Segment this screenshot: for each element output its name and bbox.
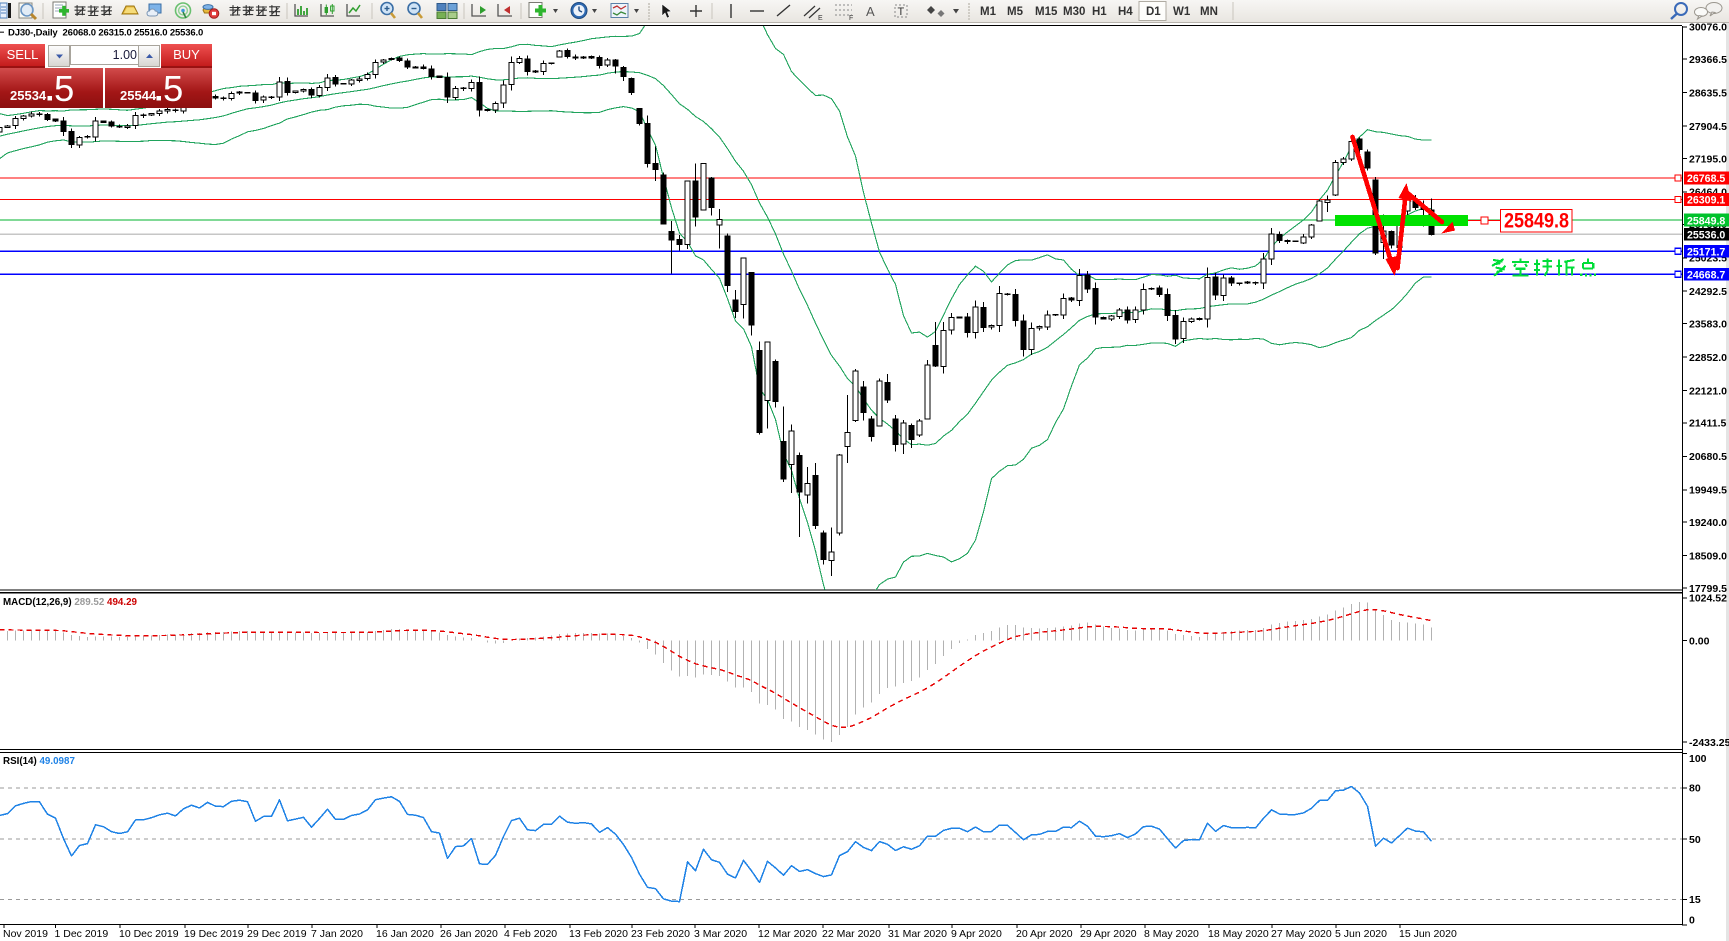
svg-text:13 Feb 2020: 13 Feb 2020	[569, 928, 628, 940]
svg-text:-2433.25: -2433.25	[1689, 737, 1729, 749]
svg-text:23 Feb 2020: 23 Feb 2020	[631, 928, 690, 940]
svg-text:26768.5: 26768.5	[1687, 173, 1725, 185]
svg-text:16 Jan 2020: 16 Jan 2020	[376, 928, 434, 940]
svg-text:M30: M30	[1063, 6, 1085, 18]
svg-text:MACD(12,26,9) 289.52 494.29: MACD(12,26,9) 289.52 494.29	[3, 597, 138, 608]
svg-text:1024.52: 1024.52	[1689, 593, 1727, 605]
svg-text:23583.0: 23583.0	[1689, 318, 1727, 330]
svg-text:12 Mar 2020: 12 Mar 2020	[758, 928, 817, 940]
svg-text:20 Apr 2020: 20 Apr 2020	[1016, 928, 1073, 940]
svg-text:22 Mar 2020: 22 Mar 2020	[822, 928, 881, 940]
svg-text:22121.0: 22121.0	[1689, 385, 1727, 397]
svg-text:21411.5: 21411.5	[1689, 418, 1727, 430]
svg-text:18 May 2020: 18 May 2020	[1208, 928, 1269, 940]
svg-text:0.00: 0.00	[1689, 635, 1710, 647]
svg-text:25544: 25544	[120, 88, 157, 103]
svg-text:27904.5: 27904.5	[1689, 121, 1727, 133]
svg-text:28635.5: 28635.5	[1689, 87, 1727, 99]
svg-text:17799.5: 17799.5	[1689, 583, 1727, 595]
svg-text:M1: M1	[980, 6, 997, 18]
svg-text:A: A	[866, 4, 875, 19]
svg-text:26309.1: 26309.1	[1687, 195, 1725, 207]
svg-text:1 Dec 2019: 1 Dec 2019	[55, 928, 109, 940]
svg-text:Nov 2019: Nov 2019	[3, 928, 48, 940]
svg-text:10 Dec 2019: 10 Dec 2019	[119, 928, 179, 940]
svg-text:25534: 25534	[10, 88, 47, 103]
svg-text:31 Mar 2020: 31 Mar 2020	[888, 928, 947, 940]
svg-text:19949.5: 19949.5	[1689, 485, 1727, 497]
svg-text:MN: MN	[1200, 6, 1218, 18]
svg-text:H4: H4	[1118, 6, 1133, 18]
svg-text:0: 0	[1689, 915, 1695, 927]
svg-text:D1: D1	[1146, 6, 1161, 18]
svg-text:22852.0: 22852.0	[1689, 352, 1727, 364]
svg-text:100: 100	[1689, 753, 1707, 765]
svg-text:F: F	[849, 15, 853, 22]
svg-text:25536.0: 25536.0	[1687, 230, 1725, 242]
svg-text:80: 80	[1689, 783, 1701, 795]
svg-text:18509.0: 18509.0	[1689, 550, 1727, 562]
svg-text:25849.8: 25849.8	[1687, 215, 1725, 227]
svg-text:M15: M15	[1035, 6, 1058, 18]
svg-text:5: 5	[163, 68, 183, 108]
svg-text:7 Jan 2020: 7 Jan 2020	[311, 928, 363, 940]
svg-text:26 Jan 2020: 26 Jan 2020	[440, 928, 498, 940]
svg-text:27195.0: 27195.0	[1689, 153, 1727, 165]
svg-text:50: 50	[1689, 834, 1701, 846]
svg-text:25849.8: 25849.8	[1504, 209, 1569, 233]
svg-text:5: 5	[54, 68, 74, 108]
svg-text:W1: W1	[1173, 6, 1191, 18]
svg-text:24292.5: 24292.5	[1689, 286, 1727, 298]
svg-text:15 Jun 2020: 15 Jun 2020	[1399, 928, 1457, 940]
svg-text:T: T	[898, 6, 905, 18]
svg-text:8 May 2020: 8 May 2020	[1144, 928, 1199, 940]
svg-text:30076.0: 30076.0	[1689, 22, 1727, 34]
svg-text:DJ30-,Daily 26068.0 26315.0 2: DJ30-,Daily 26068.0 26315.0 25516.0 2553…	[8, 28, 203, 39]
svg-text:29366.5: 29366.5	[1689, 54, 1727, 66]
svg-text:19 Dec 2019: 19 Dec 2019	[184, 928, 244, 940]
svg-text:29 Dec 2019: 29 Dec 2019	[247, 928, 307, 940]
svg-text:24668.7: 24668.7	[1687, 269, 1725, 281]
svg-text:29 Apr 2020: 29 Apr 2020	[1080, 928, 1137, 940]
svg-text:E: E	[818, 15, 823, 22]
svg-text:3 Mar 2020: 3 Mar 2020	[694, 928, 747, 940]
svg-text:19240.0: 19240.0	[1689, 517, 1727, 529]
svg-text:9 Apr 2020: 9 Apr 2020	[951, 928, 1002, 940]
svg-text:15: 15	[1689, 894, 1701, 906]
svg-text:M5: M5	[1007, 6, 1024, 18]
svg-text:RSI(14) 49.0987: RSI(14) 49.0987	[3, 756, 75, 767]
svg-text:25171.7: 25171.7	[1687, 246, 1725, 258]
svg-text:5 Jun 2020: 5 Jun 2020	[1335, 928, 1387, 940]
svg-text:H1: H1	[1092, 6, 1107, 18]
svg-text:4 Feb 2020: 4 Feb 2020	[504, 928, 557, 940]
svg-text:20680.5: 20680.5	[1689, 451, 1727, 463]
svg-text:27 May 2020: 27 May 2020	[1271, 928, 1332, 940]
